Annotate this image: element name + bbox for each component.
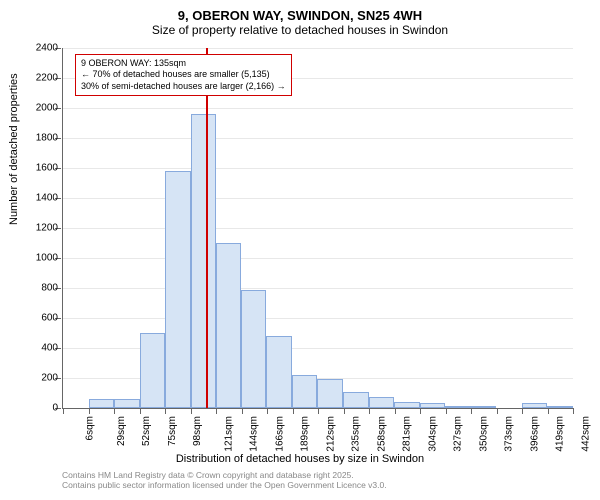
gridline <box>63 198 573 199</box>
y-tick-label: 800 <box>18 283 58 294</box>
plot-area: 0200400600800100012001400160018002000220… <box>62 48 573 409</box>
x-tick <box>242 408 243 414</box>
x-tick <box>191 408 192 414</box>
y-tick-label: 600 <box>18 313 58 324</box>
y-tick-label: 1400 <box>18 193 58 204</box>
histogram-bar <box>241 290 267 409</box>
x-tick <box>267 408 268 414</box>
footer-line-2: Contains public sector information licen… <box>62 480 387 490</box>
x-tick-label: 6sqm <box>84 416 95 440</box>
x-tick-label: 304sqm <box>427 416 438 452</box>
reference-line <box>206 48 208 408</box>
histogram-bar <box>445 406 471 408</box>
x-tick-label: 75sqm <box>167 416 178 446</box>
x-tick <box>344 408 345 414</box>
histogram-bar <box>89 399 115 408</box>
x-tick-label: 419sqm <box>555 416 566 452</box>
x-tick-label: 29sqm <box>116 416 127 446</box>
x-tick <box>114 408 115 414</box>
histogram-bar <box>522 403 548 408</box>
x-tick-label: 396sqm <box>529 416 540 452</box>
y-tick-label: 2200 <box>18 73 58 84</box>
x-tick <box>165 408 166 414</box>
x-tick <box>369 408 370 414</box>
x-tick-label: 52sqm <box>141 416 152 446</box>
histogram-bar <box>547 406 573 408</box>
histogram-bar <box>114 399 140 408</box>
x-tick-label: 121sqm <box>223 416 234 452</box>
x-tick <box>140 408 141 414</box>
histogram-bar <box>216 243 240 408</box>
annotation-box: 9 OBERON WAY: 135sqm← 70% of detached ho… <box>75 54 292 96</box>
x-tick <box>420 408 421 414</box>
histogram-bar <box>471 406 497 408</box>
x-tick <box>293 408 294 414</box>
x-tick-label: 212sqm <box>325 416 336 452</box>
annotation-line: 9 OBERON WAY: 135sqm <box>81 58 286 69</box>
histogram-bar <box>369 397 395 408</box>
x-tick-label: 373sqm <box>504 416 515 452</box>
histogram-bar <box>420 403 446 408</box>
x-tick-label: 327sqm <box>453 416 464 452</box>
x-tick <box>63 408 64 414</box>
x-tick-label: 281sqm <box>402 416 413 452</box>
annotation-line: 30% of semi-detached houses are larger (… <box>81 81 286 92</box>
x-tick-label: 350sqm <box>478 416 489 452</box>
histogram-bar <box>343 392 369 409</box>
x-tick-label: 235sqm <box>351 416 362 452</box>
y-tick-label: 1800 <box>18 133 58 144</box>
x-tick <box>497 408 498 414</box>
x-tick <box>446 408 447 414</box>
x-tick-label: 98sqm <box>192 416 203 446</box>
y-tick-label: 1000 <box>18 253 58 264</box>
histogram-bar <box>394 402 420 408</box>
x-tick <box>216 408 217 414</box>
x-tick-label: 442sqm <box>580 416 591 452</box>
x-tick <box>471 408 472 414</box>
histogram-bar <box>292 375 318 408</box>
x-tick <box>395 408 396 414</box>
y-tick-label: 1200 <box>18 223 58 234</box>
x-tick <box>548 408 549 414</box>
x-tick <box>573 408 574 414</box>
histogram-bar <box>266 336 292 408</box>
y-tick-label: 400 <box>18 343 58 354</box>
gridline <box>63 258 573 259</box>
gridline <box>63 138 573 139</box>
footer-attribution: Contains HM Land Registry data © Crown c… <box>62 470 387 490</box>
histogram-bar <box>191 114 217 408</box>
gridline <box>63 318 573 319</box>
gridline <box>63 288 573 289</box>
histogram-bar <box>140 333 166 408</box>
histogram-bar <box>165 171 191 408</box>
y-tick-label: 2400 <box>18 43 58 54</box>
x-tick-label: 166sqm <box>274 416 285 452</box>
footer-line-1: Contains HM Land Registry data © Crown c… <box>62 470 387 480</box>
x-tick <box>318 408 319 414</box>
x-tick-label: 258sqm <box>376 416 387 452</box>
x-tick-label: 144sqm <box>249 416 260 452</box>
chart-title: 9, OBERON WAY, SWINDON, SN25 4WH <box>0 0 600 23</box>
x-axis-label: Distribution of detached houses by size … <box>0 453 600 465</box>
histogram-bar <box>317 379 343 408</box>
gridline <box>63 168 573 169</box>
chart-subtitle: Size of property relative to detached ho… <box>0 23 600 41</box>
gridline <box>63 108 573 109</box>
y-tick-label: 0 <box>18 403 58 414</box>
y-tick-label: 2000 <box>18 103 58 114</box>
gridline <box>63 228 573 229</box>
x-tick <box>89 408 90 414</box>
x-tick-label: 189sqm <box>300 416 311 452</box>
x-tick <box>522 408 523 414</box>
y-tick-label: 200 <box>18 373 58 384</box>
annotation-line: ← 70% of detached houses are smaller (5,… <box>81 69 286 80</box>
histogram-chart: 9, OBERON WAY, SWINDON, SN25 4WH Size of… <box>0 0 600 500</box>
y-tick-label: 1600 <box>18 163 58 174</box>
gridline <box>63 48 573 49</box>
